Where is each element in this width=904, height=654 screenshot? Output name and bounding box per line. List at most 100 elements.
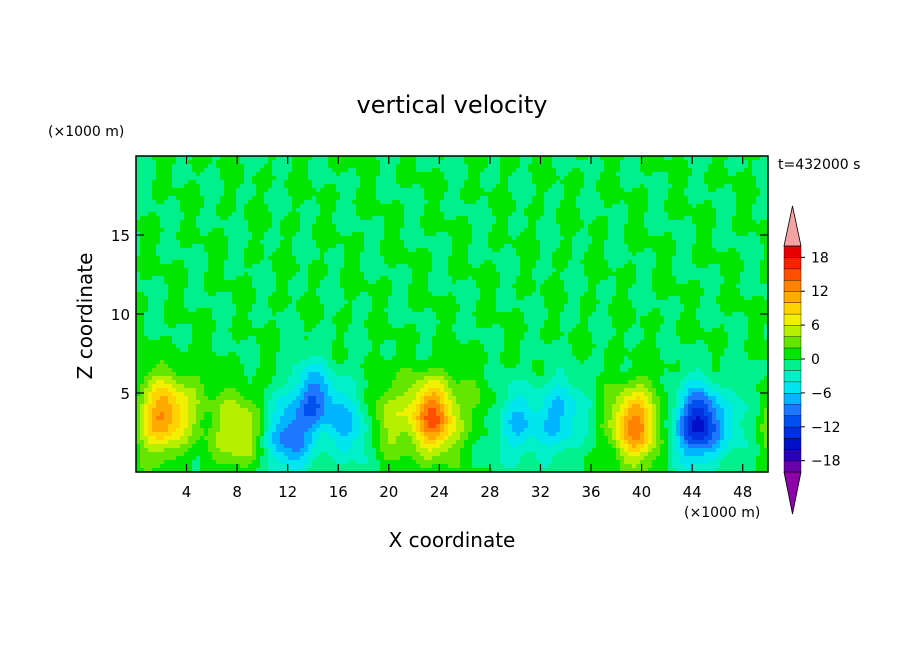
field-cell bbox=[316, 192, 321, 197]
field-cell bbox=[376, 208, 381, 213]
field-cell bbox=[616, 236, 621, 241]
field-cell bbox=[704, 156, 709, 161]
field-cell bbox=[748, 212, 753, 217]
field-cell bbox=[756, 192, 761, 197]
field-cell bbox=[468, 204, 473, 209]
field-cell bbox=[320, 192, 325, 197]
field-cell bbox=[256, 232, 261, 237]
field-cell bbox=[156, 220, 161, 225]
field-cell bbox=[268, 228, 273, 233]
field-cell bbox=[616, 168, 621, 173]
field-cell bbox=[308, 188, 313, 193]
field-cell bbox=[504, 192, 509, 197]
field-cell bbox=[720, 160, 725, 165]
field-cell bbox=[668, 248, 673, 253]
field-cell bbox=[696, 160, 701, 165]
field-cell bbox=[244, 256, 249, 261]
field-cell bbox=[684, 180, 689, 185]
field-cell bbox=[676, 208, 681, 213]
field-cell bbox=[436, 244, 441, 249]
field-cell bbox=[460, 216, 465, 221]
field-cell bbox=[244, 168, 249, 173]
field-cell bbox=[300, 228, 305, 233]
field-cell bbox=[352, 256, 357, 261]
field-cell bbox=[616, 160, 621, 165]
field-cell bbox=[196, 236, 201, 241]
field-cell bbox=[660, 240, 665, 245]
field-cell bbox=[320, 220, 325, 225]
field-cell bbox=[580, 224, 585, 229]
field-cell bbox=[196, 160, 201, 165]
field-cell bbox=[664, 208, 669, 213]
field-cell bbox=[300, 208, 305, 213]
field-cell bbox=[408, 200, 413, 205]
field-cell bbox=[512, 268, 517, 273]
field-cell bbox=[728, 164, 733, 169]
field-cell bbox=[168, 208, 173, 213]
field-cell bbox=[156, 280, 161, 285]
field-cell bbox=[444, 168, 449, 173]
field-cell bbox=[500, 220, 505, 225]
field-cell bbox=[280, 192, 285, 197]
field-cell bbox=[612, 168, 617, 173]
field-cell bbox=[412, 256, 417, 261]
field-cell bbox=[508, 156, 513, 161]
field-cell bbox=[616, 208, 621, 213]
field-cell bbox=[696, 248, 701, 253]
field-cell bbox=[292, 180, 297, 185]
field-cell bbox=[232, 192, 237, 197]
field-cell bbox=[468, 236, 473, 241]
field-cell bbox=[552, 212, 557, 217]
field-cell bbox=[256, 236, 261, 241]
field-cell bbox=[496, 216, 501, 221]
field-cell bbox=[712, 188, 717, 193]
field-cell bbox=[480, 240, 485, 245]
field-cell bbox=[220, 208, 225, 213]
field-cell bbox=[692, 172, 697, 177]
field-cell bbox=[284, 188, 289, 193]
field-cell bbox=[572, 252, 577, 257]
field-cell bbox=[296, 260, 301, 265]
field-cell bbox=[472, 248, 477, 253]
field-cell bbox=[600, 192, 605, 197]
field-cell bbox=[284, 180, 289, 185]
field-cell bbox=[360, 280, 365, 285]
field-cell bbox=[612, 260, 617, 265]
field-cell bbox=[312, 272, 317, 277]
field-cell bbox=[468, 264, 473, 269]
field-cell bbox=[400, 160, 405, 165]
field-cell bbox=[176, 232, 181, 237]
field-cell bbox=[216, 168, 221, 173]
field-cell bbox=[240, 196, 245, 201]
field-cell bbox=[324, 160, 329, 165]
field-cell bbox=[468, 156, 473, 161]
field-cell bbox=[632, 256, 637, 261]
field-cell bbox=[460, 172, 465, 177]
field-cell bbox=[180, 256, 185, 261]
field-cell bbox=[236, 268, 241, 273]
field-cell bbox=[188, 260, 193, 265]
field-cell bbox=[364, 204, 369, 209]
field-cell bbox=[288, 264, 293, 269]
field-cell bbox=[320, 172, 325, 177]
field-cell bbox=[240, 264, 245, 269]
field-cell bbox=[424, 272, 429, 277]
field-cell bbox=[740, 256, 745, 261]
field-cell bbox=[484, 204, 489, 209]
field-cell bbox=[356, 184, 361, 189]
field-cell bbox=[152, 184, 157, 189]
field-cell bbox=[608, 192, 613, 197]
field-cell bbox=[684, 224, 689, 229]
field-cell bbox=[224, 172, 229, 177]
field-cell bbox=[368, 240, 373, 245]
field-cell bbox=[560, 168, 565, 173]
field-cell bbox=[332, 276, 337, 281]
field-cell bbox=[152, 280, 157, 285]
field-cell bbox=[548, 252, 553, 257]
field-cell bbox=[516, 180, 521, 185]
field-cell bbox=[736, 248, 741, 253]
field-cell bbox=[400, 236, 405, 241]
field-cell bbox=[264, 268, 269, 273]
field-cell bbox=[732, 200, 737, 205]
field-cell bbox=[476, 160, 481, 165]
